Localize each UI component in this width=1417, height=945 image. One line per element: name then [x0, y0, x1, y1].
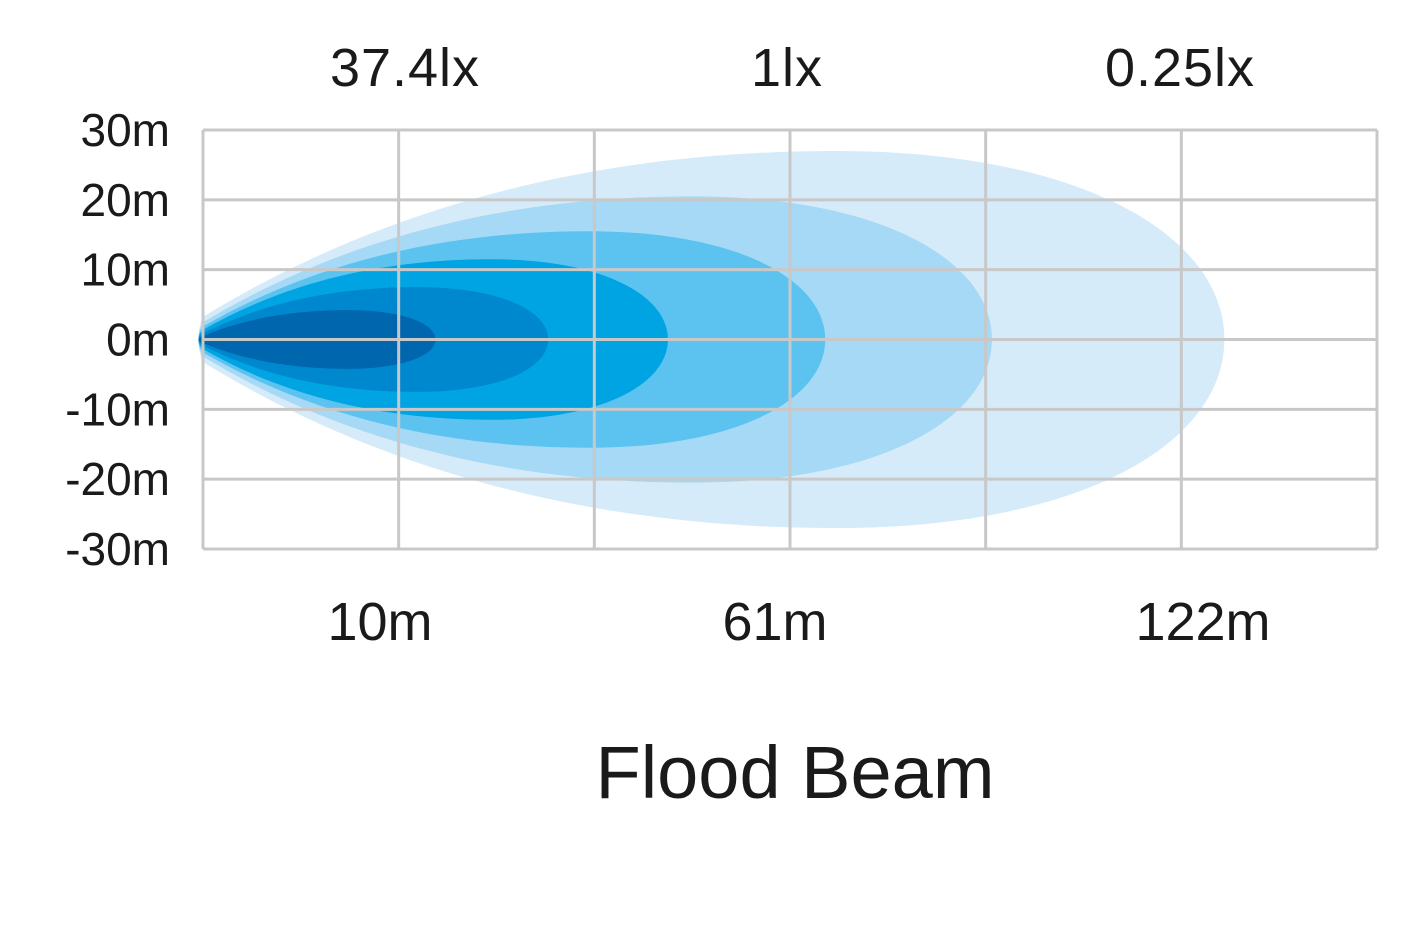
y-tick-label: 10m [81, 244, 170, 296]
y-axis: 30m 20m 10m 0m -10m -20m -30m [65, 104, 170, 575]
y-tick-label: -20m [65, 453, 170, 505]
y-tick-label: 30m [81, 104, 170, 156]
x-axis: 10m 61m 122m [327, 592, 1270, 652]
y-tick-label: -10m [65, 383, 170, 435]
y-tick-label: 20m [81, 174, 170, 226]
x-tick-label: 10m [327, 592, 432, 652]
y-tick-label: -30m [65, 523, 170, 575]
chart-title: Flood Beam [596, 731, 995, 814]
chart-grid [201, 128, 1379, 551]
lux-label: 37.4lx [330, 38, 480, 98]
x-tick-label: 61m [722, 592, 827, 652]
x-tick-label: 122m [1135, 592, 1270, 652]
lux-labels: 37.4lx 1lx 0.25lx [330, 38, 1255, 98]
lux-label: 1lx [751, 38, 823, 98]
lux-label: 0.25lx [1105, 38, 1255, 98]
y-tick-label: 0m [106, 314, 170, 366]
